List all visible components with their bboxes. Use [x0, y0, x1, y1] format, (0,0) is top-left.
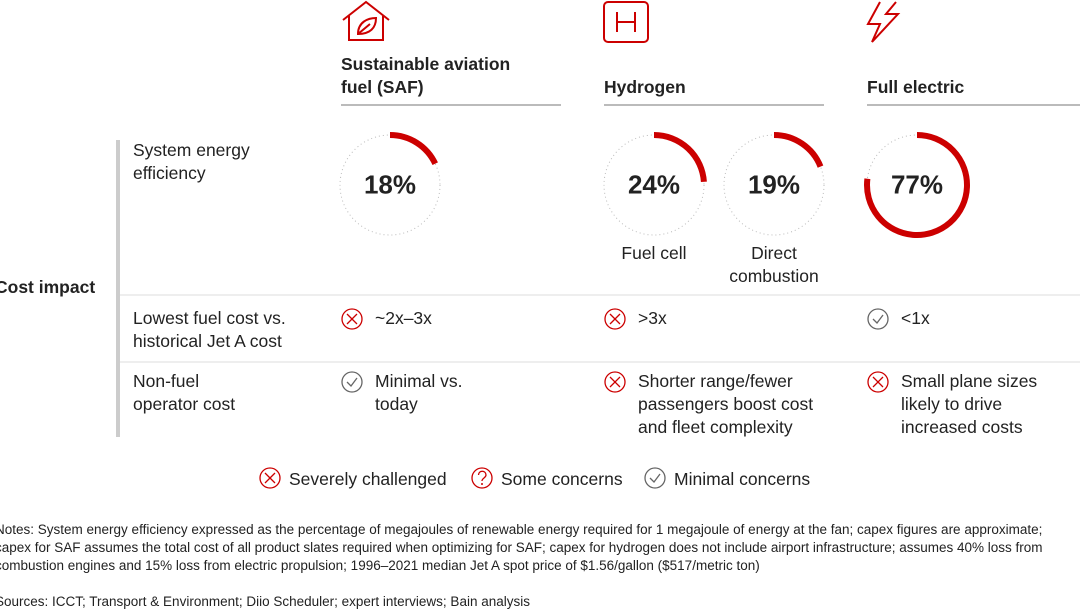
saf-icon	[342, 0, 390, 41]
electric-icon	[866, 1, 901, 43]
donut-track	[339, 134, 441, 236]
icon-circle	[867, 371, 889, 393]
row-label: Non-fuel operator cost	[133, 371, 236, 414]
row-label: System energy efficiency	[133, 140, 250, 183]
icon-circle	[644, 467, 666, 489]
donut-label: 77%	[890, 169, 944, 200]
row-label: Lowest fuel cost vs. historical Jet A co…	[133, 308, 286, 351]
donut-arc	[653, 132, 707, 183]
icon-x	[346, 313, 358, 325]
icon-q	[477, 470, 487, 482]
cell-text: Minimal vs. today	[375, 371, 463, 414]
status-icon-severe	[867, 371, 889, 393]
status-icon-minimal	[644, 467, 666, 489]
column-header: Full electric	[867, 77, 965, 97]
status-icon-minimal	[867, 308, 889, 330]
status-icon-severe	[259, 467, 281, 489]
status-icon-some	[471, 467, 493, 489]
icon-check	[649, 473, 661, 483]
icon-x	[264, 472, 276, 484]
donut-label: 18%	[363, 169, 417, 200]
icon-x	[609, 376, 621, 388]
column-header: Hydrogen	[604, 77, 686, 97]
cell-text: Shorter range/fewer passengers boost cos…	[638, 371, 814, 437]
icon-x	[609, 313, 621, 325]
donut-track	[603, 134, 705, 236]
legend-label: Severely challenged	[289, 469, 447, 489]
donut-arc	[773, 132, 824, 168]
donut-track	[723, 134, 825, 236]
sources: Sources: ICCT; Transport & Environment; …	[0, 594, 530, 609]
icon-check	[872, 314, 884, 324]
icon-x	[872, 376, 884, 388]
icon-check	[346, 377, 358, 387]
notes: Notes: System energy efficiency expresse…	[0, 522, 1043, 573]
donut-label: 24%	[627, 169, 681, 200]
icon-circle	[341, 308, 363, 330]
column-header: Sustainable aviation fuel (SAF)	[341, 54, 511, 97]
icon-circle	[341, 371, 363, 393]
status-icon-minimal	[341, 371, 363, 393]
donut-arc	[389, 132, 438, 166]
donut-arc	[864, 132, 970, 238]
cell-text: >3x	[638, 308, 667, 328]
icon-dot	[481, 483, 483, 485]
cell-text: Small plane sizes likely to drive increa…	[901, 371, 1038, 437]
status-icon-severe	[341, 308, 363, 330]
donut-caption: Direct combustion	[729, 243, 819, 286]
section-label: Cost impact	[0, 277, 96, 297]
cell-text: <1x	[901, 308, 930, 328]
donut-caption: Fuel cell	[621, 243, 687, 263]
legend-label: Minimal concerns	[674, 469, 811, 489]
hydrogen-icon	[603, 1, 649, 43]
icon-circle	[867, 308, 889, 330]
icon-circle	[259, 467, 281, 489]
status-icon-severe	[604, 308, 626, 330]
icon-circle	[604, 371, 626, 393]
cell-text: ~2x–3x	[375, 308, 432, 328]
icon-circle	[471, 467, 493, 489]
icon-circle	[604, 308, 626, 330]
donut-label: 19%	[747, 169, 801, 200]
status-icon-severe	[604, 371, 626, 393]
legend-label: Some concerns	[501, 469, 623, 489]
